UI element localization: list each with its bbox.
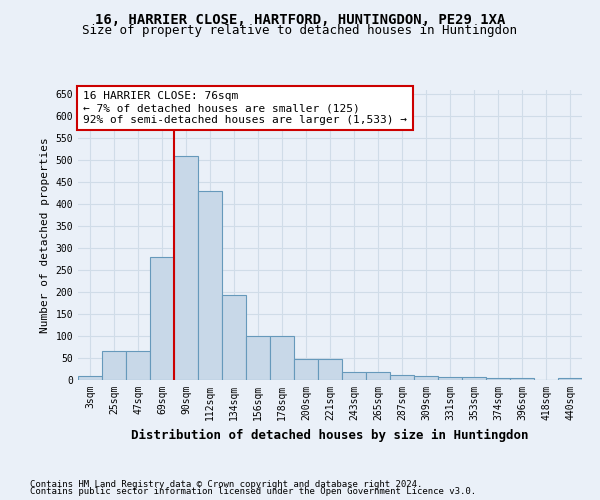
Bar (246, 336, 270, 380)
Bar (510, 378, 534, 380)
Bar (390, 374, 414, 380)
Text: Size of property relative to detached houses in Huntingdon: Size of property relative to detached ho… (83, 24, 517, 37)
Bar (174, 156, 198, 380)
Bar (438, 377, 462, 380)
Bar (558, 378, 582, 380)
Bar (150, 257, 174, 380)
Bar (198, 191, 222, 380)
Text: 16, HARRIER CLOSE, HARTFORD, HUNTINGDON, PE29 1XA: 16, HARRIER CLOSE, HARTFORD, HUNTINGDON,… (95, 12, 505, 26)
Bar (102, 352, 126, 380)
Text: Contains public sector information licensed under the Open Government Licence v3: Contains public sector information licen… (30, 487, 476, 496)
Text: Contains HM Land Registry data © Crown copyright and database right 2024.: Contains HM Land Registry data © Crown c… (30, 480, 422, 489)
Y-axis label: Number of detached properties: Number of detached properties (40, 137, 50, 333)
Bar (78, 376, 102, 380)
Bar (270, 336, 294, 380)
Bar (486, 378, 510, 380)
Bar (294, 359, 318, 380)
Text: 16 HARRIER CLOSE: 76sqm
← 7% of detached houses are smaller (125)
92% of semi-de: 16 HARRIER CLOSE: 76sqm ← 7% of detached… (83, 92, 407, 124)
Bar (318, 359, 342, 380)
Bar (462, 378, 486, 380)
Bar (414, 376, 438, 380)
Bar (366, 372, 390, 380)
Bar (342, 372, 366, 380)
Bar (222, 295, 246, 380)
Bar (126, 352, 150, 380)
X-axis label: Distribution of detached houses by size in Huntingdon: Distribution of detached houses by size … (131, 428, 529, 442)
